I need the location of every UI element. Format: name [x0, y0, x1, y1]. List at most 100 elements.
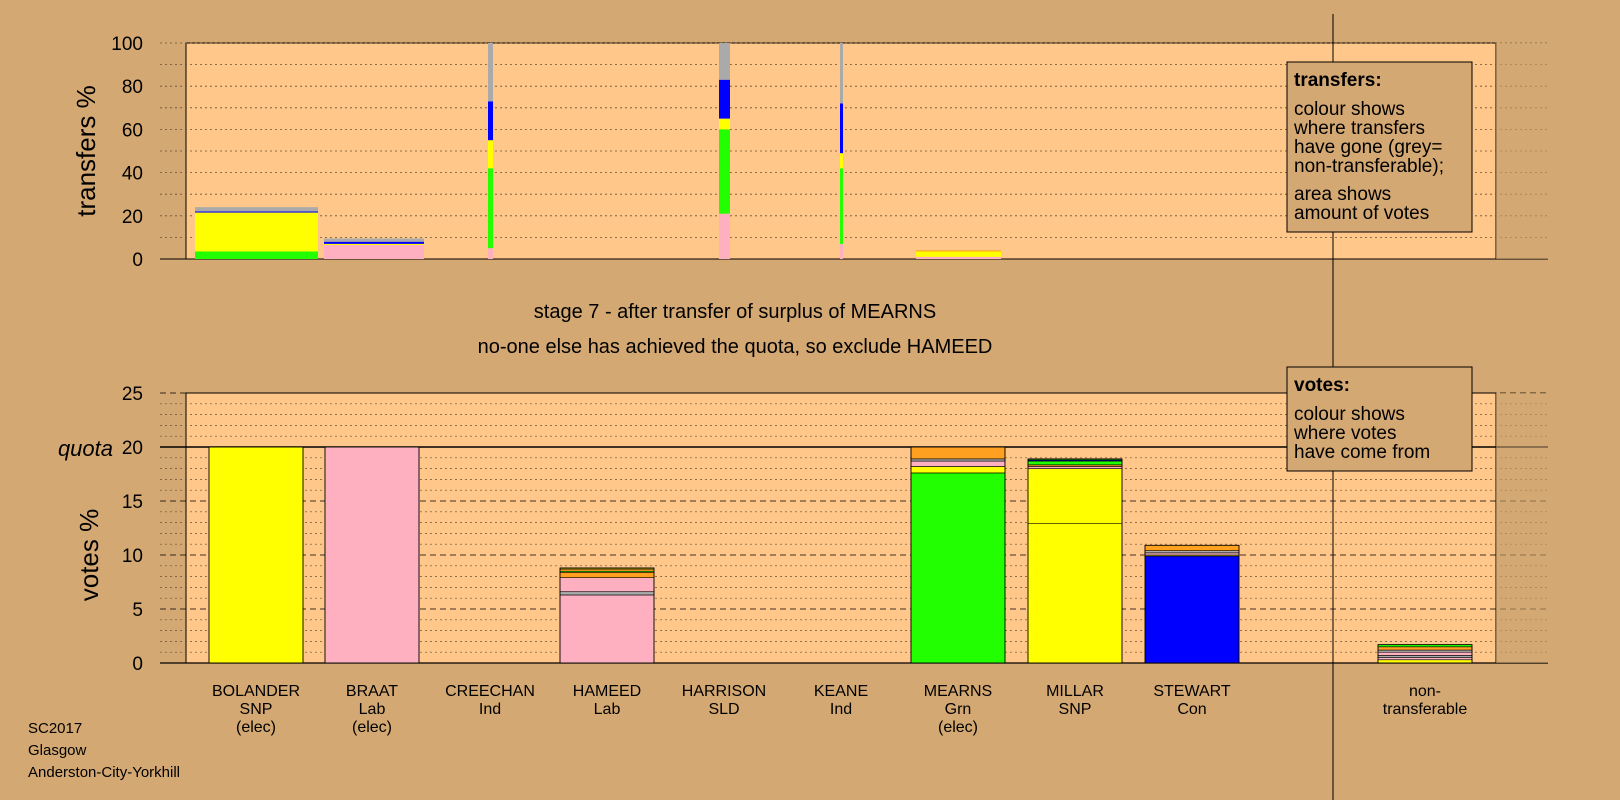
footer-council: Glasgow — [28, 742, 87, 759]
transfer-bar-segment — [719, 129, 730, 214]
stage-action: no-one else has achieved the quota, so e… — [478, 336, 993, 358]
vote-bar-segment — [1027, 466, 1123, 469]
transfer-bar-segment — [324, 238, 424, 242]
votes-y-tick-label: 0 — [132, 654, 143, 675]
transfers-bars — [195, 43, 1001, 259]
vote-bar-segment — [1144, 550, 1240, 554]
vote-bar-segment — [910, 458, 1006, 462]
candidate-party: Lab — [359, 701, 386, 718]
candidate-party: Grn — [945, 701, 972, 718]
candidate-name: MEARNS — [924, 683, 992, 700]
vote-bar-segment — [910, 466, 1006, 474]
transfer-bar-segment — [324, 244, 424, 259]
candidate-party: Ind — [830, 701, 852, 718]
transfer-bar-segment — [488, 248, 493, 259]
candidate-name: STEWART — [1153, 683, 1231, 700]
transfers-y-axis-title: transfers % — [71, 85, 101, 217]
transfer-bar-segment — [488, 140, 493, 169]
transfers-y-tick-label: 20 — [122, 207, 143, 228]
votes-y-ticks: 0 5 10 15 25 20 — [122, 384, 143, 675]
candidate-party: SLD — [708, 701, 739, 718]
candidate-name: MILLAR — [1046, 683, 1104, 700]
candidate-name: BOLANDER — [212, 683, 300, 700]
transfers-legend-line: where transfers — [1293, 118, 1425, 139]
transfers-y-tick-label: 60 — [122, 120, 143, 141]
vote-bar-segment — [1027, 460, 1123, 466]
quota-label: quota — [58, 436, 113, 461]
transfers-y-ticks: 0 20 40 60 80 100 — [111, 34, 143, 271]
transfers-chart: 0 20 40 60 80 100 transfers % — [71, 34, 1548, 271]
transfer-bar-segment — [195, 211, 318, 213]
transfers-right-strip — [1496, 43, 1548, 259]
votes-y-tick-label: 15 — [122, 492, 143, 513]
candidate-party: Con — [1177, 701, 1206, 718]
votes-y-axis-title: votes % — [74, 509, 104, 602]
transfer-bar-segment — [324, 243, 424, 245]
transfers-y-tick-label: 0 — [132, 250, 143, 271]
transfers-legend-line: amount of votes — [1294, 203, 1429, 224]
vote-bar-segment — [1377, 646, 1473, 651]
vote-bar-segment — [1027, 468, 1123, 524]
vote-bar-outline — [1027, 458, 1123, 664]
transfer-bar-segment — [916, 256, 1001, 259]
footer-election: SC2017 — [28, 720, 82, 737]
transfers-legend-line: area shows — [1294, 184, 1391, 205]
transfer-bar-segment — [719, 79, 730, 119]
transfers-legend-line: colour shows — [1294, 99, 1405, 120]
transfer-bar-segment — [195, 207, 318, 212]
votes-legend-line: colour shows — [1294, 404, 1405, 425]
vote-bar-segment — [1144, 555, 1240, 664]
transfers-legend: transfers: colour shows where transfers … — [1286, 61, 1473, 233]
vote-bar-segment — [1377, 659, 1473, 664]
candidate-name: BRAAT — [346, 683, 398, 700]
candidate-name: HAMEED — [573, 683, 641, 700]
vote-bar-outline — [324, 446, 420, 664]
vote-bar-segment — [910, 446, 1006, 460]
transfer-bar-segment — [195, 212, 318, 252]
vote-bar-outline — [559, 567, 655, 664]
candidate-status: (elec) — [236, 719, 276, 736]
vote-bar-segment — [1144, 544, 1240, 551]
vote-bar-segment — [324, 446, 420, 664]
candidate-name: KEANE — [814, 683, 868, 700]
vote-bar-segment — [559, 594, 655, 664]
vote-bar-segment — [208, 446, 304, 664]
transfers-legend-title: transfers: — [1294, 70, 1382, 91]
candidate-name: HARRISON — [682, 683, 766, 700]
candidate-party: Ind — [479, 701, 501, 718]
transfers-y-tick-label: 40 — [122, 164, 143, 185]
vote-bar-outline — [910, 446, 1006, 664]
votes-right-strip — [1496, 393, 1548, 663]
vote-bar-segment — [559, 571, 655, 578]
transfer-bar-segment — [840, 168, 843, 244]
transfer-bar-segment — [916, 251, 1001, 257]
vote-bar-segment — [1027, 523, 1123, 664]
vote-bar-segment — [559, 591, 655, 596]
candidate-status: (elec) — [938, 719, 978, 736]
votes-y-tick-label: 10 — [122, 546, 143, 567]
vote-bar-segment — [559, 577, 655, 593]
transfer-bar-segment — [488, 168, 493, 249]
transfer-bar-segment — [719, 213, 730, 259]
candidate-labels: BOLANDERSNP(elec)BRAATLab(elec)CREECHANI… — [212, 683, 1467, 736]
transfer-bar-segment — [840, 103, 843, 154]
votes-legend-line: where votes — [1293, 423, 1396, 444]
candidate-party: SNP — [240, 701, 273, 718]
vote-bar-outline — [1144, 544, 1240, 664]
votes-legend-title: votes: — [1294, 375, 1350, 396]
transfer-bar-segment — [488, 43, 493, 102]
candidate-name: non- — [1409, 683, 1441, 700]
footer-ward: Anderston-City-Yorkhill — [28, 764, 180, 781]
transfers-y-tick-label: 100 — [111, 34, 143, 55]
votes-y-tick-label: 20 — [122, 438, 143, 459]
transfer-bar-segment — [195, 251, 318, 259]
vote-bar-segment — [1144, 552, 1240, 556]
transfer-bar-segment — [324, 241, 424, 244]
transfer-bar-segment — [488, 101, 493, 141]
vote-bar-segment — [1377, 649, 1473, 653]
transfers-legend-line: non-transferable); — [1294, 156, 1444, 177]
transfer-bar-segment — [840, 43, 843, 104]
